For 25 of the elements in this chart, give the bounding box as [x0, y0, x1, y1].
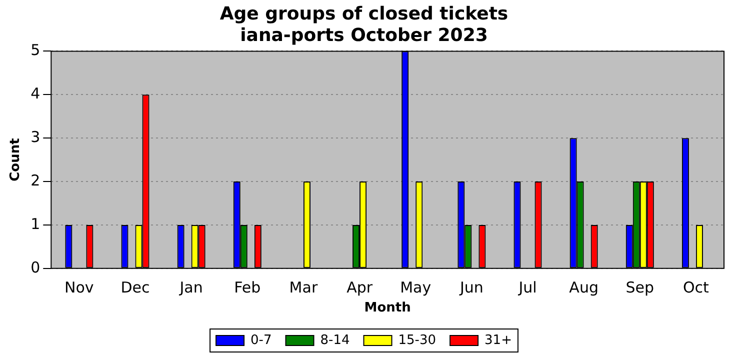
y-axis-title: Count: [8, 138, 24, 182]
legend-label: 15-30: [398, 332, 436, 348]
x-tick-label: Dec: [120, 278, 150, 296]
x-tick-label: Oct: [682, 278, 710, 296]
x-tick-label: Jan: [178, 278, 203, 296]
y-tick-label: 0: [30, 258, 40, 276]
legend-label: 0-7: [250, 332, 272, 348]
chart-title: Age groups of closed tickets iana-ports October 2023: [220, 3, 508, 46]
legend-label: 8-14: [320, 332, 350, 348]
x-tick-label: Mar: [289, 278, 318, 296]
y-tick-label: 1: [30, 214, 40, 233]
x-tick-label: Jul: [518, 278, 537, 296]
x-tick-label: Aug: [569, 278, 598, 296]
x-tick-label: May: [400, 278, 432, 296]
x-tick-label: Sep: [626, 278, 654, 296]
y-tick-label: 3: [30, 128, 40, 146]
y-tick-label: 2: [30, 171, 40, 190]
y-tick-label: 4: [30, 84, 40, 103]
x-tick-label: Apr: [346, 278, 374, 296]
y-tick-label: 5: [30, 41, 40, 60]
legend-label: 31+: [484, 332, 512, 348]
x-tick-label: Jun: [458, 278, 484, 296]
x-tick-label: Feb: [234, 278, 261, 296]
x-tick-label: Nov: [64, 278, 94, 296]
x-axis-title: Month: [364, 300, 411, 316]
